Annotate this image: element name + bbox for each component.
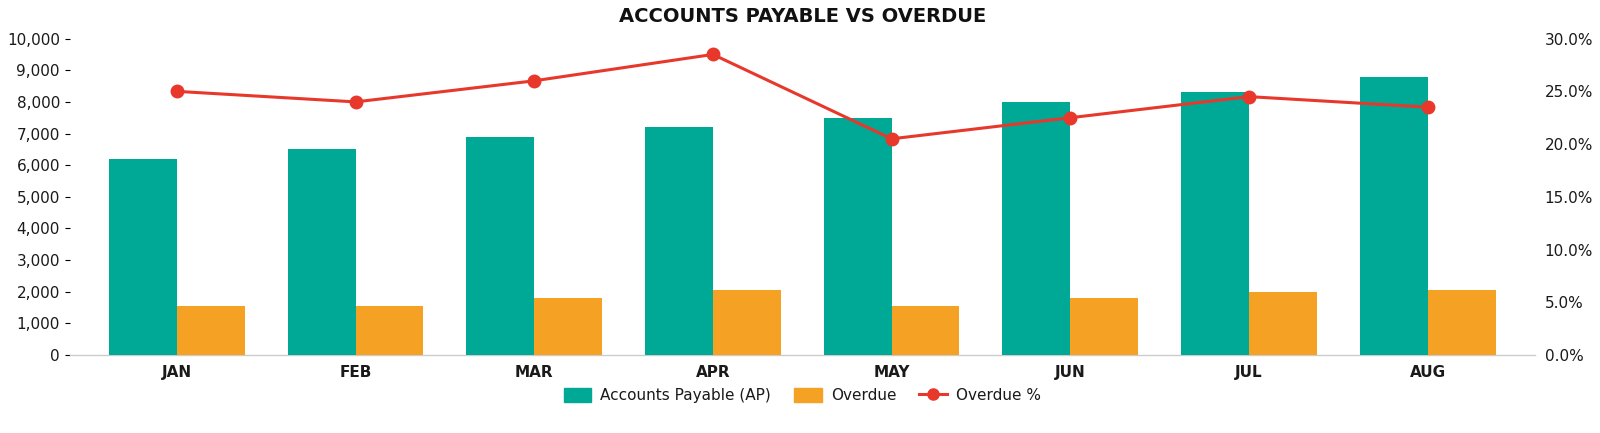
Overdue % [704, 52, 723, 57]
Overdue % [1240, 94, 1259, 99]
Bar [1360, 77, 1427, 355]
Legend: Accounts Payable (AP), Overdue, Overdue %: Accounts Payable (AP), Overdue, Overdue … [557, 380, 1048, 411]
Bar [1002, 102, 1070, 355]
Overdue % [882, 136, 901, 142]
Bar [891, 306, 960, 355]
Bar [1250, 292, 1317, 355]
Overdue % [1061, 115, 1080, 120]
Overdue % [525, 78, 544, 84]
Bar [714, 290, 781, 355]
Overdue % [346, 99, 365, 104]
Bar [1427, 290, 1496, 355]
Bar [355, 306, 424, 355]
Bar [178, 306, 245, 355]
Overdue % [1418, 105, 1437, 110]
Line: Overdue %: Overdue % [171, 48, 1434, 145]
Title: ACCOUNTS PAYABLE VS OVERDUE: ACCOUNTS PAYABLE VS OVERDUE [619, 7, 986, 26]
Bar [534, 298, 602, 355]
Bar [109, 159, 178, 355]
Overdue % [168, 89, 187, 94]
Bar [1070, 298, 1138, 355]
Bar [645, 127, 714, 355]
Bar [824, 118, 891, 355]
Bar [288, 149, 355, 355]
Bar [466, 137, 534, 355]
Bar [1181, 92, 1250, 355]
